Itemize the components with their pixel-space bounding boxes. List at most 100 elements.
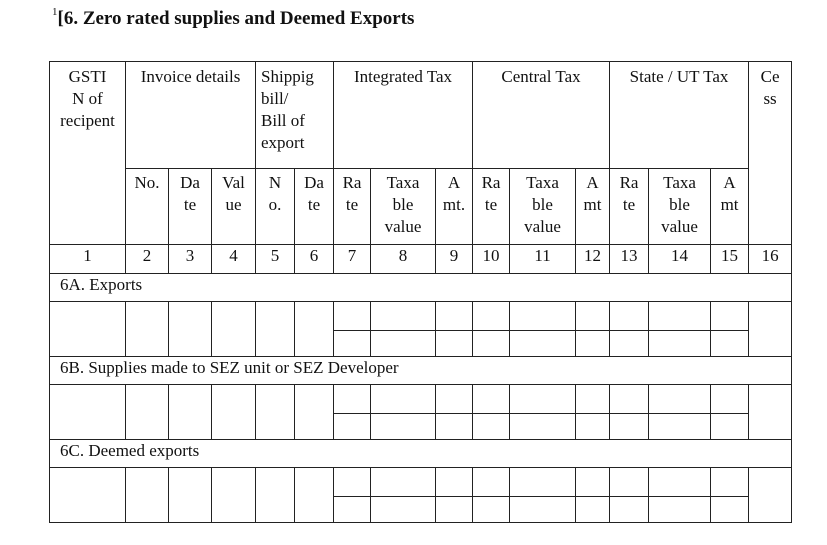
cell-igst-amount[interactable] xyxy=(435,384,474,414)
cell-cgst-rate[interactable] xyxy=(472,301,511,331)
cell-sgst-taxable-value[interactable] xyxy=(648,384,712,414)
header-invoice-details-label: Invoice details xyxy=(140,67,241,86)
header-integrated-tax: Integrated Tax xyxy=(333,61,474,169)
cell-igst-amount[interactable] xyxy=(435,330,474,357)
cell-cgst-taxable-value[interactable] xyxy=(509,467,577,497)
header-gstin-cont xyxy=(49,168,126,245)
subheader-sgst-taxable-l1: Taxa xyxy=(663,173,696,192)
cell-gstin[interactable] xyxy=(49,301,126,357)
cell-sgst-rate[interactable] xyxy=(609,413,650,440)
cell-sgst-amount[interactable] xyxy=(710,496,750,523)
cell-igst-taxable-value[interactable] xyxy=(370,301,437,331)
cell-sgst-rate[interactable] xyxy=(609,330,650,357)
cell-cgst-taxable-value[interactable] xyxy=(509,330,577,357)
cell-igst-amount[interactable] xyxy=(435,467,474,497)
cell-igst-taxable-value[interactable] xyxy=(370,330,437,357)
cell-shipping-no[interactable] xyxy=(255,467,296,523)
cell-igst-rate[interactable] xyxy=(333,330,372,357)
cell-shipping-date[interactable] xyxy=(294,467,335,523)
cell-invoice-date[interactable] xyxy=(168,301,212,357)
cell-shipping-date[interactable] xyxy=(294,384,335,440)
cell-sgst-taxable-value[interactable] xyxy=(648,413,712,440)
cell-invoice-value[interactable] xyxy=(210,301,257,357)
cell-sgst-amount[interactable] xyxy=(710,413,750,440)
header-invoice-details: Invoice details xyxy=(124,61,257,169)
subheader-sgst-taxable-l3: value xyxy=(661,217,698,236)
cell-sgst-taxable-value[interactable] xyxy=(648,496,712,523)
cell-igst-amount[interactable] xyxy=(435,301,474,331)
cell-igst-amount[interactable] xyxy=(435,413,474,440)
cell-sgst-rate[interactable] xyxy=(609,496,650,523)
subheader-sgst-amount: A mt xyxy=(710,168,750,245)
cell-invoice-no[interactable] xyxy=(125,384,169,440)
section-6c-row: 6C. Deemed exports xyxy=(48,439,793,468)
cell-igst-taxable-value[interactable] xyxy=(370,467,437,497)
cell-invoice-value[interactable] xyxy=(210,384,257,440)
cell-igst-taxable-value[interactable] xyxy=(370,496,437,523)
cell-cgst-amount[interactable] xyxy=(575,384,611,414)
cell-cgst-rate[interactable] xyxy=(472,413,511,440)
cell-cgst-amount[interactable] xyxy=(575,467,611,497)
cell-cgst-rate[interactable] xyxy=(472,330,511,357)
cell-sgst-taxable-value[interactable] xyxy=(648,301,712,331)
section-6b-label: 6B. Supplies made to SEZ unit or SEZ Dev… xyxy=(48,356,793,385)
cell-cess[interactable] xyxy=(748,467,793,523)
cell-shipping-no[interactable] xyxy=(255,384,296,440)
section-6c-label: 6C. Deemed exports xyxy=(48,439,793,468)
cell-cgst-taxable-value[interactable] xyxy=(509,413,577,440)
subheader-shipping-date-l2: te xyxy=(307,195,321,214)
cell-igst-taxable-value[interactable] xyxy=(370,413,437,440)
cell-gstin[interactable] xyxy=(49,384,126,440)
subheader-cgst-amount-l1: A xyxy=(586,173,599,192)
cell-cgst-amount[interactable] xyxy=(575,496,611,523)
cell-sgst-rate[interactable] xyxy=(609,467,650,497)
cell-invoice-value[interactable] xyxy=(210,467,257,523)
cell-invoice-date[interactable] xyxy=(168,384,212,440)
cell-sgst-amount[interactable] xyxy=(710,301,750,331)
cell-igst-rate[interactable] xyxy=(333,467,372,497)
subheader-igst-amount-l1: A xyxy=(447,173,461,192)
cell-cgst-rate[interactable] xyxy=(472,496,511,523)
cell-sgst-amount[interactable] xyxy=(710,467,750,497)
cell-sgst-rate[interactable] xyxy=(609,384,650,414)
header-gstin-line2: N of xyxy=(72,89,103,108)
cell-sgst-rate[interactable] xyxy=(609,301,650,331)
subheader-cgst-amount-l2: mt xyxy=(583,195,602,214)
cell-sgst-amount[interactable] xyxy=(710,330,750,357)
cell-sgst-taxable-value[interactable] xyxy=(648,330,712,357)
cell-invoice-no[interactable] xyxy=(125,301,169,357)
subheader-shipping-date: Da te xyxy=(294,168,335,245)
footnote-mark: 1 xyxy=(52,6,58,18)
cell-cgst-amount[interactable] xyxy=(575,330,611,357)
cell-invoice-no[interactable] xyxy=(125,467,169,523)
cell-igst-rate[interactable] xyxy=(333,301,372,331)
cell-shipping-no[interactable] xyxy=(255,301,296,357)
cell-cgst-amount[interactable] xyxy=(575,413,611,440)
cell-igst-amount[interactable] xyxy=(435,496,474,523)
subheader-igst-rate-l2: te xyxy=(345,195,359,214)
cell-cgst-taxable-value[interactable] xyxy=(509,384,577,414)
cell-cgst-rate[interactable] xyxy=(472,384,511,414)
cell-sgst-taxable-value[interactable] xyxy=(648,467,712,497)
cell-igst-rate[interactable] xyxy=(333,413,372,440)
column-number: 1 xyxy=(49,244,126,274)
cell-shipping-date[interactable] xyxy=(294,301,335,357)
cell-cgst-taxable-value[interactable] xyxy=(509,301,577,331)
cell-cgst-rate[interactable] xyxy=(472,467,511,497)
column-number: 3 xyxy=(168,244,212,274)
subheader-sgst-amount-l1: A xyxy=(723,173,736,192)
header-cess-line1: Ce xyxy=(760,67,780,86)
cell-invoice-date[interactable] xyxy=(168,467,212,523)
subheader-cgst-amount: A mt xyxy=(575,168,611,245)
cell-sgst-amount[interactable] xyxy=(710,384,750,414)
cell-cgst-taxable-value[interactable] xyxy=(509,496,577,523)
cell-igst-taxable-value[interactable] xyxy=(370,384,437,414)
cell-igst-rate[interactable] xyxy=(333,384,372,414)
cell-cgst-amount[interactable] xyxy=(575,301,611,331)
cell-igst-rate[interactable] xyxy=(333,496,372,523)
cell-cess[interactable] xyxy=(748,384,793,440)
cell-cess[interactable] xyxy=(748,301,793,357)
subheader-igst-amount: A mt. xyxy=(435,168,474,245)
column-number: 7 xyxy=(333,244,372,274)
cell-gstin[interactable] xyxy=(49,467,126,523)
